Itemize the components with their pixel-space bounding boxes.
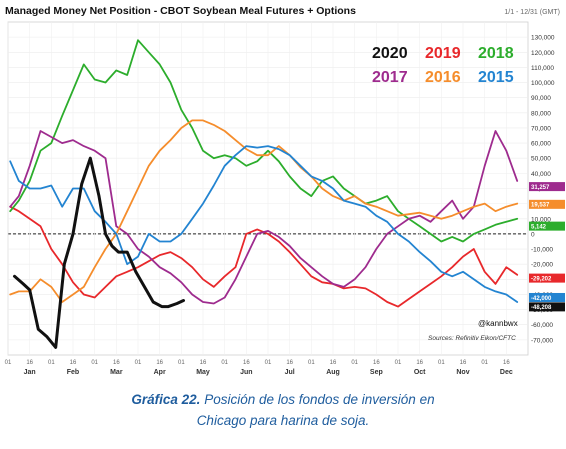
x-day-label: 01 [5, 360, 12, 366]
x-day-label: 01 [351, 360, 358, 366]
series-line-2017 [9, 130, 519, 305]
legend-entry-2016: 2016 [425, 69, 461, 86]
end-tag-label: -29,202 [531, 276, 552, 282]
legend-entry-2019: 2019 [425, 45, 461, 62]
net-position-chart: Managed Money Net Position - CBOT Soybea… [5, 5, 565, 376]
y-tick-label: 110,000 [531, 65, 554, 72]
y-tick-label: -70,000 [531, 337, 553, 344]
y-tick-label: 90,000 [531, 95, 551, 102]
end-tag-label: -42,000 [531, 296, 552, 302]
x-day-label: 16 [70, 360, 77, 366]
y-tick-label: 10,000 [531, 216, 551, 223]
x-day-label: 16 [460, 360, 467, 366]
caption-label: Gráfica 22. [131, 392, 201, 407]
caption-line-2: Chicago para harina de soja. [196, 413, 370, 428]
date-range-label: 1/1 - 12/31 (GMT) [504, 9, 560, 16]
source-label: Sources: Refinitiv Eikon/CFTC [428, 335, 516, 342]
x-month-label: May [196, 369, 210, 376]
figure-caption: Gráfica 22. Posición de los fondos de in… [0, 389, 566, 431]
end-value-tags: 31,257 19,537 5,142 -29,202 -42,000 -48,208 [529, 182, 565, 312]
credit-label: @kannbwx [478, 319, 518, 328]
caption-text-1: Posición de los fondos de inversión en [200, 392, 435, 407]
x-day-label: 01 [135, 360, 142, 366]
y-tick-label: 100,000 [531, 80, 555, 87]
end-tag-box [529, 199, 565, 209]
y-tick-label: -60,000 [531, 322, 553, 329]
x-day-label: 01 [221, 360, 228, 366]
x-month-label: Dec [500, 369, 513, 376]
x-day-label: 01 [308, 360, 315, 366]
x-month-label: Mar [110, 369, 123, 376]
x-day-label: 01 [481, 360, 488, 366]
x-day-label: 16 [200, 360, 207, 366]
x-month-label: Jul [285, 369, 295, 376]
end-tag-label: 31,257 [531, 185, 550, 191]
series-line-2020 [13, 156, 185, 349]
end-tag-box [529, 292, 565, 302]
end-tag-box [529, 273, 565, 283]
end-tag-box [529, 182, 565, 192]
end-tag-box [529, 302, 565, 312]
x-month-label: Sep [370, 369, 383, 376]
y-tick-label: 0 [531, 231, 535, 238]
x-month-label: Nov [456, 369, 469, 376]
x-day-label: 01 [395, 360, 402, 366]
x-day-label: 16 [373, 360, 380, 366]
x-month-label: Jun [240, 369, 252, 376]
y-tick-label: -10,000 [531, 247, 553, 254]
y-tick-label: 120,000 [531, 50, 555, 57]
y-tick-label: -20,000 [531, 262, 553, 269]
x-day-label: 16 [330, 360, 337, 366]
end-tag-box [529, 221, 565, 231]
end-tag-label: 5,142 [531, 224, 547, 230]
x-month-label: Feb [67, 369, 79, 376]
end-tag-label: 19,537 [531, 203, 550, 209]
x-day-label: 16 [113, 360, 120, 366]
legend: 2020 2019 2018 2017 2016 2015 [372, 45, 514, 86]
x-day-label: 16 [503, 360, 510, 366]
y-tick-label: 80,000 [531, 110, 551, 117]
x-day-label: 01 [265, 360, 272, 366]
legend-entry-2018: 2018 [478, 45, 514, 62]
caption-line-1: Gráfica 22. Posición de los fondos de in… [0, 389, 566, 410]
chart-container: Managed Money Net Position - CBOT Soybea… [5, 5, 565, 376]
x-day-label: 16 [156, 360, 163, 366]
x-day-label: 01 [91, 360, 98, 366]
x-day-label: 01 [438, 360, 445, 366]
y-tick-label: 130,000 [531, 35, 555, 42]
x-day-label: 16 [416, 360, 423, 366]
y-tick-label: 40,000 [531, 171, 551, 178]
end-tag-label: -48,208 [531, 305, 552, 311]
x-day-label: 16 [26, 360, 33, 366]
series-layer [9, 39, 519, 349]
legend-entry-2015: 2015 [478, 69, 514, 86]
x-month-label: Apr [154, 369, 166, 376]
legend-entry-2017: 2017 [372, 69, 408, 86]
x-day-label: 16 [286, 360, 293, 366]
x-day-label: 01 [48, 360, 55, 366]
y-tick-label: 60,000 [531, 141, 551, 148]
x-month-label: Oct [414, 369, 426, 376]
x-month-label: Jan [24, 369, 36, 376]
chart-title: Managed Money Net Position - CBOT Soybea… [5, 5, 356, 17]
series-line-2016 [9, 119, 519, 303]
x-day-label: 16 [243, 360, 250, 366]
x-month-label: Aug [326, 369, 340, 376]
y-tick-label: 70,000 [531, 125, 551, 132]
x-day-label: 01 [178, 360, 185, 366]
legend-entry-2020: 2020 [372, 45, 408, 62]
series-line-2015 [9, 145, 519, 303]
y-tick-label: 50,000 [531, 156, 551, 163]
